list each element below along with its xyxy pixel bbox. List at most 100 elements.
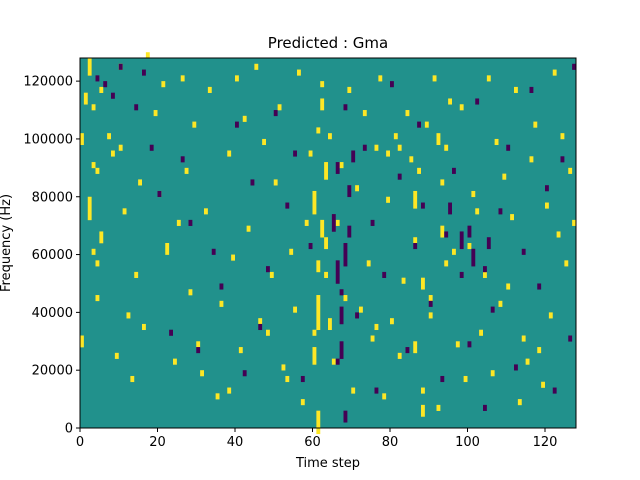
- y-tick-label: 120000: [23, 75, 73, 90]
- heatmap-cell-high: [459, 104, 464, 111]
- heatmap-cell-low: [545, 185, 549, 192]
- heatmap-cell-high: [521, 335, 526, 342]
- heatmap-cell-low: [417, 121, 421, 128]
- heatmap-cell-high: [266, 329, 270, 336]
- heatmap-cell-high: [479, 329, 483, 336]
- heatmap-cell-high: [572, 219, 576, 226]
- heatmap-cell-high: [207, 86, 212, 93]
- heatmap-cell-high: [568, 167, 573, 174]
- heatmap-cell-high: [297, 69, 301, 76]
- heatmap-cell-low: [370, 219, 375, 226]
- heatmap-cell-low: [188, 219, 193, 226]
- heatmap-cell-high: [312, 329, 317, 336]
- heatmap-cell-low: [459, 271, 464, 278]
- y-tick-label: 40000: [32, 306, 73, 321]
- heatmap-cell-high: [312, 190, 317, 215]
- heatmap-cell-high: [386, 150, 390, 157]
- heatmap-cell-high: [293, 306, 297, 313]
- heatmap-cell-low: [308, 243, 313, 250]
- chart-title: Predicted : Gma: [268, 34, 388, 52]
- x-axis: 0 20 40 60 80 100 120: [76, 428, 558, 450]
- y-tick-label: 100000: [23, 132, 73, 147]
- x-tick-label: 60: [304, 435, 321, 450]
- heatmap-cell-low: [521, 248, 526, 255]
- heatmap-cell-high: [269, 271, 274, 278]
- heatmap-cell-high: [196, 341, 201, 348]
- heatmap-cell-low: [335, 358, 340, 365]
- heatmap-cell-high: [502, 173, 507, 180]
- heatmap-cell-high: [111, 150, 115, 157]
- heatmap-cell-high: [227, 150, 232, 157]
- heatmap-cell-high: [397, 352, 402, 359]
- x-axis-label: Time step: [295, 456, 360, 471]
- heatmap-cell-high: [308, 150, 313, 157]
- heatmap-cell-high: [87, 196, 92, 221]
- heatmap-cell-high: [204, 208, 208, 215]
- heatmap-cell-low: [405, 347, 410, 354]
- heatmap-cell-high: [541, 381, 545, 388]
- heatmap-cell-high: [320, 219, 325, 238]
- heatmap-cell-high: [145, 52, 150, 59]
- heatmap-cell-high: [525, 358, 530, 365]
- heatmap-cell-low: [157, 190, 162, 198]
- heatmap-cell-high: [289, 248, 294, 255]
- heatmap-cell-high: [235, 75, 239, 82]
- x-tick-label: 120: [533, 435, 558, 450]
- heatmap-cell-high: [382, 393, 387, 400]
- heatmap-cell-high: [483, 271, 487, 278]
- heatmap-cell-high: [246, 225, 251, 232]
- heatmap-cell-low: [490, 306, 495, 313]
- heatmap-cell-high: [374, 323, 379, 331]
- heatmap-cell-low: [351, 150, 356, 163]
- heatmap-cell-low: [382, 271, 387, 278]
- heatmap-cell-high: [83, 92, 88, 105]
- heatmap-cell-low: [273, 110, 278, 117]
- heatmap-cell-low: [343, 104, 348, 111]
- heatmap-cell-high: [556, 231, 561, 238]
- heatmap-cell-low: [335, 260, 340, 284]
- heatmap-cell-low: [440, 375, 445, 383]
- heatmap-cell-high: [87, 58, 92, 76]
- heatmap-cell-low: [413, 243, 418, 250]
- heatmap-cell-low: [390, 81, 394, 88]
- y-tick-label: 80000: [32, 190, 73, 205]
- heatmap-cell-high: [300, 399, 305, 406]
- heatmap-cell-high: [498, 300, 503, 307]
- heatmap-cell-low: [486, 237, 491, 250]
- heatmap-cells: [80, 52, 576, 435]
- heatmap-cell-low: [452, 167, 456, 174]
- x-tick-label: 0: [76, 435, 84, 450]
- heatmap-cell-low: [285, 202, 290, 209]
- heatmap-cell-high: [359, 306, 363, 313]
- heatmap-cell-low: [428, 300, 433, 307]
- heatmap-cell-low: [235, 121, 239, 128]
- heatmap-cell-low: [552, 387, 557, 394]
- heatmap-cell-high: [444, 260, 449, 267]
- heatmap-cell-high: [517, 399, 522, 406]
- heatmap-cell-low: [250, 179, 255, 186]
- heatmap-cell-low: [459, 231, 464, 250]
- heatmap-cell-low: [331, 214, 336, 232]
- heatmap-cell-high: [370, 335, 375, 342]
- x-tick-label: 80: [382, 435, 399, 450]
- heatmap-cell-high: [386, 196, 390, 203]
- heatmap-cell-high: [231, 254, 235, 261]
- plot-frame: [79, 57, 577, 429]
- heatmap-cell-high: [215, 393, 220, 400]
- heatmap-cell-high: [99, 86, 104, 93]
- heatmap-cell-low: [258, 323, 263, 331]
- heatmap-cell-high: [490, 370, 495, 377]
- heatmap-cell-high: [510, 214, 514, 221]
- heatmap-cell-high: [436, 133, 441, 146]
- heatmap-cell-high: [324, 271, 328, 278]
- heatmap-cell-high: [258, 318, 263, 325]
- x-tick-label: 20: [149, 435, 166, 450]
- heatmap-cell-low: [219, 283, 224, 290]
- heatmap-cell-low: [467, 341, 472, 348]
- heatmap-cell-low: [196, 347, 201, 354]
- heatmap-cell-high: [285, 375, 290, 383]
- heatmap-cell-high: [99, 231, 104, 244]
- heatmap-cell-high: [455, 341, 460, 348]
- heatmap-cell-high: [428, 312, 433, 319]
